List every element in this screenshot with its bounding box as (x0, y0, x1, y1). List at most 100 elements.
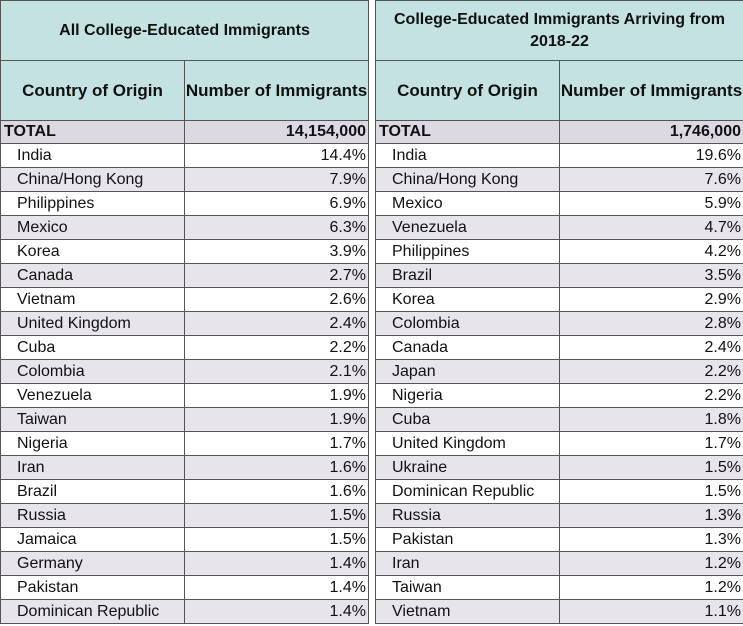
share-cell: 6.9% (184, 191, 369, 216)
country-cell: United Kingdom (375, 431, 560, 456)
table-title: College-Educated Immigrants Arriving fro… (375, 0, 743, 61)
share-cell: 19.6% (559, 143, 743, 168)
share-cell: 1.5% (559, 455, 743, 480)
country-cell: Philippines (0, 191, 185, 216)
country-cell: Russia (0, 503, 185, 528)
share-cell: 2.9% (559, 287, 743, 312)
country-cell: Cuba (375, 407, 560, 432)
share-cell: 3.9% (184, 239, 369, 264)
column-header-number: Number of Immigrants (559, 60, 743, 121)
share-cell: 1.4% (184, 575, 369, 600)
share-cell: 7.9% (184, 167, 369, 192)
table-row: Nigeria 1.7% (0, 431, 369, 456)
table-row: Mexico 5.9% (375, 191, 743, 216)
country-cell: Jamaica (0, 527, 185, 552)
country-cell: Korea (375, 287, 560, 312)
share-cell: 1.8% (559, 407, 743, 432)
table-row: Pakistan 1.3% (375, 527, 743, 552)
country-cell: Taiwan (0, 407, 185, 432)
share-cell: 1.2% (559, 575, 743, 600)
table-row: United Kingdom 1.7% (375, 431, 743, 456)
country-cell: Iran (375, 551, 560, 576)
total-value: 14,154,000 (184, 120, 369, 144)
share-cell: 1.1% (559, 599, 743, 624)
table-row: Iran 1.2% (375, 551, 743, 576)
table-row: India 14.4% (0, 143, 369, 168)
table-row: China/Hong Kong 7.9% (0, 167, 369, 192)
country-cell: Iran (0, 455, 185, 480)
table-row: China/Hong Kong 7.6% (375, 167, 743, 192)
column-header-country: Country of Origin (375, 60, 560, 121)
country-cell: India (0, 143, 185, 168)
share-cell: 1.9% (184, 383, 369, 408)
country-cell: Dominican Republic (375, 479, 560, 504)
table-row: Brazil 3.5% (375, 263, 743, 288)
column-header-number: Number of Immigrants (184, 60, 369, 121)
table-row: Dominican Republic 1.5% (375, 479, 743, 504)
country-cell: Venezuela (0, 383, 185, 408)
country-cell: Pakistan (375, 527, 560, 552)
share-cell: 1.6% (184, 455, 369, 480)
share-cell: 2.8% (559, 311, 743, 336)
share-cell: 2.2% (559, 359, 743, 384)
table-row: Germany 1.4% (0, 551, 369, 576)
share-cell: 3.5% (559, 263, 743, 288)
share-cell: 2.6% (184, 287, 369, 312)
total-row: TOTAL 14,154,000 (0, 120, 369, 144)
total-label: TOTAL (0, 120, 185, 144)
all-immigrants-table: All College-Educated Immigrants Country … (0, 0, 369, 624)
country-cell: India (375, 143, 560, 168)
share-cell: 1.5% (184, 527, 369, 552)
country-cell: Brazil (0, 479, 185, 504)
table-body: TOTAL 14,154,000 India 14.4% China/Hong Ko… (0, 120, 369, 624)
table-row: Korea 3.9% (0, 239, 369, 264)
country-cell: Pakistan (0, 575, 185, 600)
table-row: Nigeria 2.2% (375, 383, 743, 408)
share-cell: 4.7% (559, 215, 743, 240)
share-cell: 1.9% (184, 407, 369, 432)
country-cell: Vietnam (0, 287, 185, 312)
recent-arrivals-table: College-Educated Immigrants Arriving fro… (375, 0, 743, 624)
country-cell: Germany (0, 551, 185, 576)
table-row: Vietnam 1.1% (375, 599, 743, 624)
country-cell: Dominican Republic (0, 599, 185, 624)
country-cell: Japan (375, 359, 560, 384)
table-row: Korea 2.9% (375, 287, 743, 312)
table-row: Venezuela 4.7% (375, 215, 743, 240)
share-cell: 1.6% (184, 479, 369, 504)
total-row: TOTAL 1,746,000 (375, 120, 743, 144)
table-row: Cuba 1.8% (375, 407, 743, 432)
country-cell: Canada (375, 335, 560, 360)
total-value: 1,746,000 (559, 120, 743, 144)
table-row: Canada 2.7% (0, 263, 369, 288)
share-cell: 2.1% (184, 359, 369, 384)
share-cell: 2.7% (184, 263, 369, 288)
table-row: Philippines 4.2% (375, 239, 743, 264)
share-cell: 1.2% (559, 551, 743, 576)
table-row: Philippines 6.9% (0, 191, 369, 216)
country-cell: Korea (0, 239, 185, 264)
share-cell: 1.7% (184, 431, 369, 456)
share-cell: 14.4% (184, 143, 369, 168)
share-cell: 1.4% (184, 599, 369, 624)
share-cell: 1.4% (184, 551, 369, 576)
table-row: Russia 1.5% (0, 503, 369, 528)
country-cell: Colombia (375, 311, 560, 336)
country-cell: Nigeria (0, 431, 185, 456)
share-cell: 2.4% (559, 335, 743, 360)
share-cell: 4.2% (559, 239, 743, 264)
country-cell: Ukraine (375, 455, 560, 480)
table-row: Colombia 2.1% (0, 359, 369, 384)
share-cell: 1.7% (559, 431, 743, 456)
table-row: Mexico 6.3% (0, 215, 369, 240)
country-cell: Nigeria (375, 383, 560, 408)
table-row: Jamaica 1.5% (0, 527, 369, 552)
country-cell: Venezuela (375, 215, 560, 240)
table-row: Vietnam 2.6% (0, 287, 369, 312)
table-row: Japan 2.2% (375, 359, 743, 384)
country-cell: Mexico (0, 215, 185, 240)
column-header-country: Country of Origin (0, 60, 185, 121)
country-cell: Philippines (375, 239, 560, 264)
table-row: Pakistan 1.4% (0, 575, 369, 600)
table-row: Cuba 2.2% (0, 335, 369, 360)
